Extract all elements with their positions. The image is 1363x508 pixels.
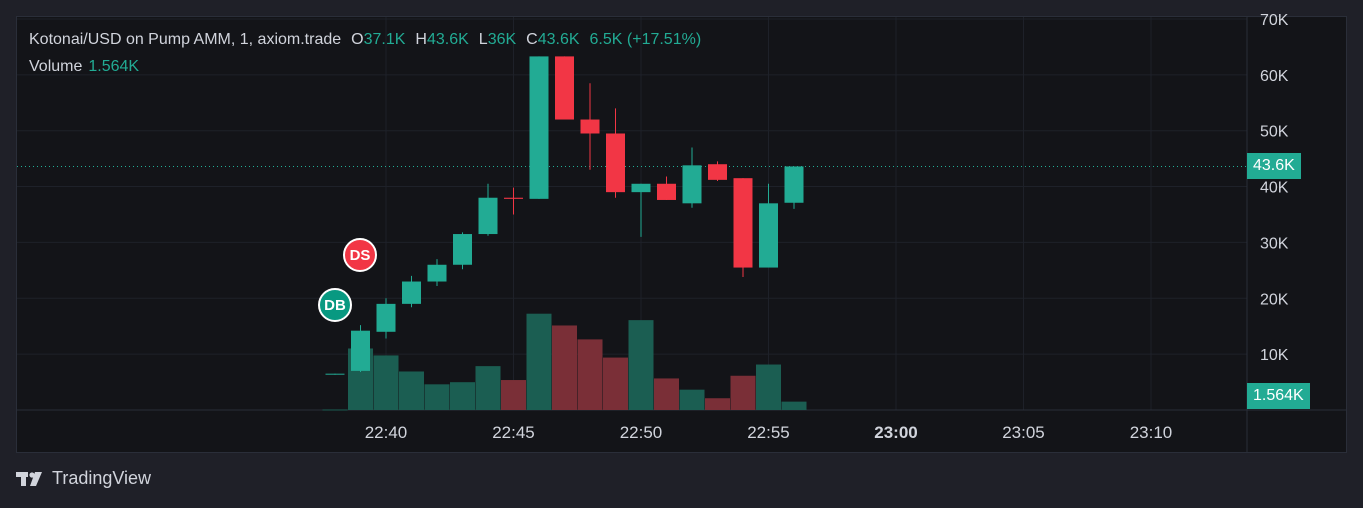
- candle-body: [427, 264, 447, 282]
- volume-bar: [679, 389, 705, 410]
- volume-bar: [756, 364, 781, 410]
- symbol-legend: Kotonai/USD on Pump AMM, 1, axiom.trade O…: [29, 31, 701, 49]
- legend-low-label: L: [478, 31, 488, 48]
- candle-body: [478, 197, 498, 235]
- x-tick-label: 23:10: [1130, 423, 1173, 442]
- volume-legend-value: 1.564K: [88, 58, 140, 75]
- y-tick-label: 50K: [1260, 124, 1289, 141]
- x-tick-label: 23:05: [1002, 423, 1045, 442]
- x-tick-label: 22:45: [492, 423, 535, 442]
- legend-high-value: 43.6K: [426, 31, 469, 48]
- volume-bar: [526, 313, 552, 410]
- volume-legend: Volume 1.564K: [29, 58, 139, 76]
- candle-body: [708, 164, 727, 180]
- legend-close-value: 43.6K: [537, 31, 580, 48]
- y-tick-label: 20K: [1260, 291, 1289, 308]
- candle-body: [631, 183, 651, 193]
- volume-bar: [501, 380, 526, 410]
- legend-open-label: O: [351, 31, 364, 48]
- y-tick-label: 70K: [1260, 12, 1289, 29]
- x-tick-label: 22:40: [365, 423, 408, 442]
- last-price-tag: 43.6K: [1247, 153, 1301, 180]
- volume-bar: [399, 371, 424, 410]
- candle-body: [606, 133, 625, 193]
- legend-low-value: 36K: [487, 31, 517, 48]
- y-tick-label: 30K: [1260, 235, 1289, 252]
- marker-ds[interactable]: DS: [343, 238, 377, 272]
- candle-body: [733, 178, 753, 268]
- volume-bar: [552, 325, 577, 410]
- x-tick-label: 22:50: [620, 423, 663, 442]
- volume-bar: [705, 398, 730, 410]
- volume-bar: [628, 320, 654, 410]
- brand-name[interactable]: TradingView: [52, 468, 152, 488]
- candle-body: [325, 373, 345, 375]
- y-tick-label: 10K: [1260, 347, 1289, 364]
- volume-legend-label[interactable]: Volume: [29, 58, 83, 75]
- y-tick-label: 40K: [1260, 180, 1289, 197]
- volume-bar: [577, 339, 603, 410]
- volume-bar: [424, 384, 450, 410]
- volume-bar: [475, 366, 501, 410]
- legend-symbol[interactable]: Kotonai/USD on Pump AMM, 1, axiom.trade: [29, 31, 342, 48]
- candle-body: [376, 303, 396, 332]
- volume-bar: [654, 378, 679, 410]
- candle-body: [657, 183, 676, 200]
- last-volume-tag: 1.564K: [1247, 383, 1310, 409]
- candle-body: [784, 166, 804, 203]
- candle-body: [555, 56, 574, 120]
- y-tick-label: 60K: [1260, 68, 1289, 85]
- volume-bar: [373, 355, 399, 410]
- candle-body: [453, 234, 472, 265]
- candle-body: [759, 203, 778, 268]
- candle-body: [529, 56, 549, 199]
- legend-close-label: C: [526, 31, 538, 48]
- x-tick-label: 23:00: [874, 423, 917, 442]
- volume-bar: [781, 401, 807, 410]
- volume-bar: [730, 375, 756, 410]
- candle-body: [580, 119, 600, 134]
- legend-open-value: 37.1K: [363, 31, 406, 48]
- candle-body: [351, 330, 370, 371]
- candle-body: [504, 197, 523, 199]
- candle-body: [682, 165, 702, 204]
- volume-bar: [450, 382, 475, 410]
- marker-db[interactable]: DB: [318, 288, 352, 322]
- tradingview-logo-icon[interactable]: [16, 471, 46, 487]
- legend-change: 6.5K (+17.51%): [589, 31, 702, 48]
- volume-bar: [322, 409, 348, 411]
- chart-frame: [16, 16, 1347, 453]
- volume-bar: [603, 357, 628, 410]
- footer: TradingView: [16, 468, 151, 489]
- candle-body: [402, 281, 421, 304]
- legend-high-label: H: [415, 31, 427, 48]
- x-tick-label: 22:55: [747, 423, 790, 442]
